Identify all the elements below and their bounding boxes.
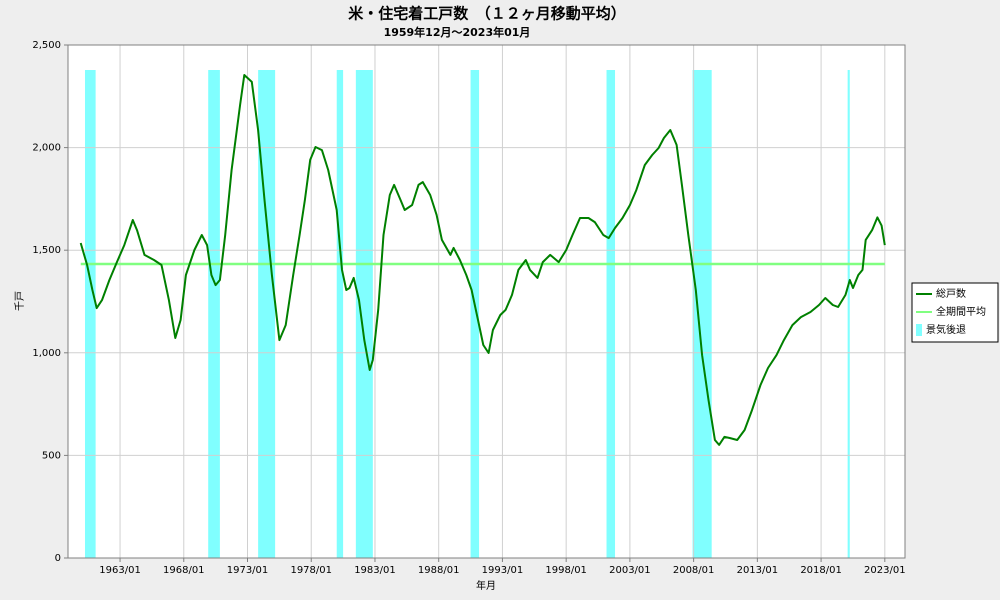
recession-band	[336, 70, 344, 558]
recession-band	[470, 70, 480, 558]
lines	[79, 74, 886, 446]
chart-subtitle: 1959年12月～2023年01月	[384, 25, 531, 39]
x-tick-label: 1993/01	[482, 565, 524, 576]
x-tick-label: 2023/01	[864, 565, 906, 576]
x-tick-label: 1963/01	[99, 565, 141, 576]
x-tick-label: 2008/01	[673, 565, 715, 576]
x-tick-label: 1978/01	[290, 565, 332, 576]
legend-label: 全期間平均	[936, 305, 986, 318]
recession-bands	[84, 70, 850, 558]
y-tick-label: 500	[42, 450, 61, 461]
x-tick-label: 1973/01	[227, 565, 269, 576]
x-tick-label: 1983/01	[354, 565, 396, 576]
recession-band	[355, 70, 373, 558]
recession-band	[606, 70, 616, 558]
chart-title: 米・住宅着工戸数 （１２ヶ月移動平均）	[348, 5, 626, 23]
y-tick-label: 0	[55, 553, 61, 564]
series-line	[79, 74, 886, 446]
y-tick-label: 1,500	[32, 245, 61, 256]
recession-band	[84, 70, 96, 558]
recession-band	[258, 70, 276, 558]
y-tick-label: 2,500	[32, 40, 61, 51]
legend-label: 景気後退	[926, 323, 966, 336]
x-tick-label: 1968/01	[163, 565, 205, 576]
x-tick-label: 2003/01	[609, 565, 651, 576]
legend-swatch	[916, 324, 922, 336]
x-tick-label: 1988/01	[418, 565, 460, 576]
recession-band	[208, 70, 220, 558]
recession-band	[692, 70, 712, 558]
legend-label: 総戸数	[936, 287, 966, 300]
y-tick-label: 1,000	[32, 348, 61, 359]
y-axis-label: 千戸	[14, 291, 26, 311]
x-axis-label: 年月	[476, 579, 496, 592]
y-tick-label: 2,000	[32, 143, 61, 154]
x-tick-label: 2013/01	[737, 565, 779, 576]
recession-band	[847, 70, 850, 558]
plot-border	[67, 44, 906, 559]
plot-area	[68, 45, 905, 558]
x-tick-label: 1998/01	[545, 565, 587, 576]
x-tick-label: 2018/01	[800, 565, 842, 576]
